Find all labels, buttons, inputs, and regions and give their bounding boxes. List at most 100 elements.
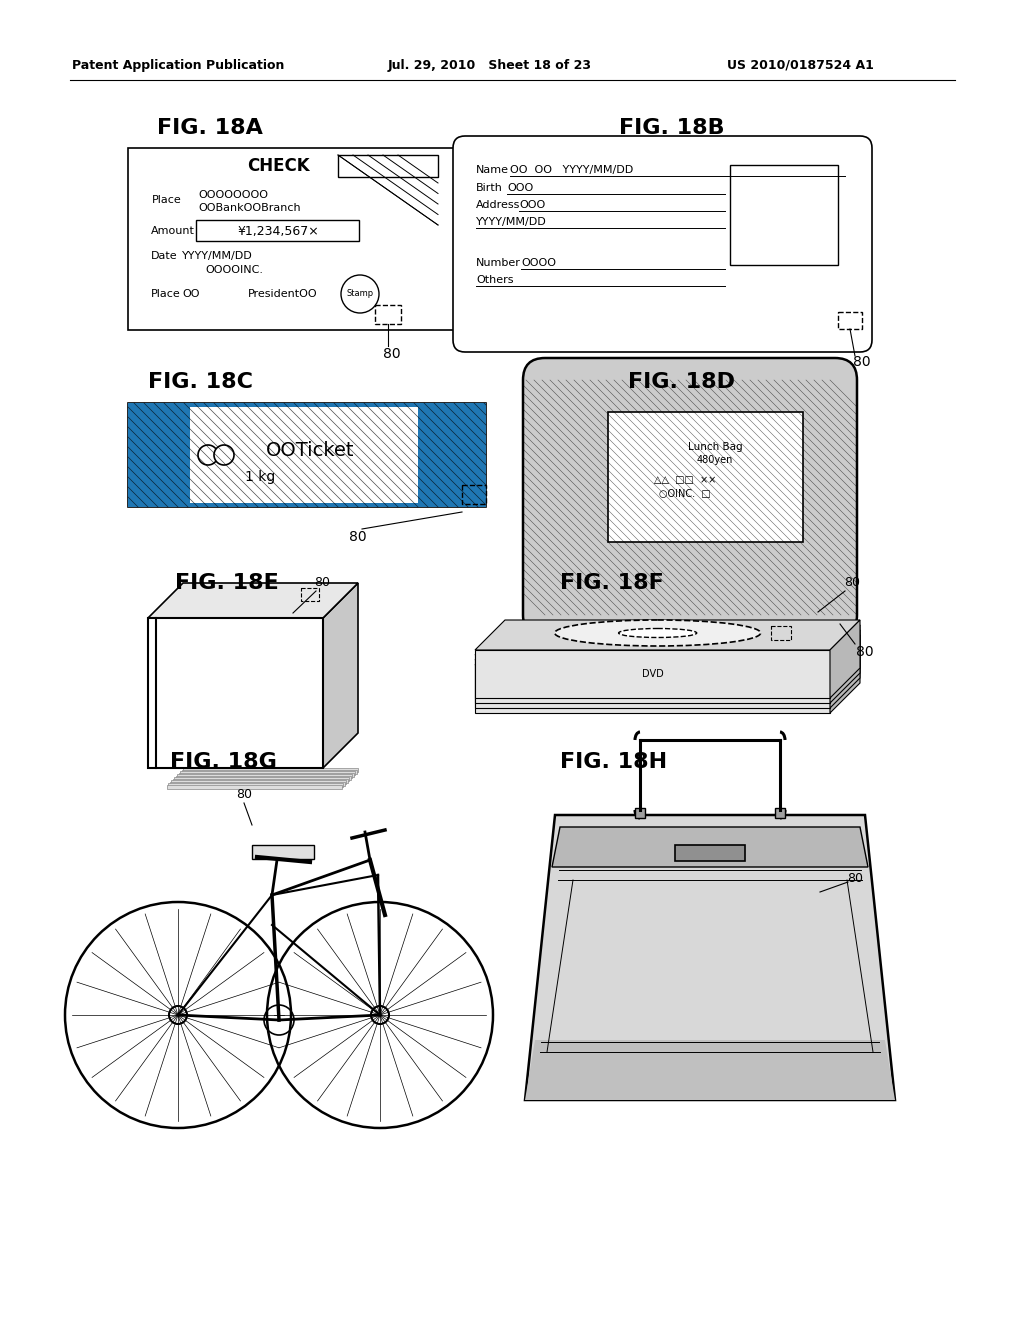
Circle shape [214,445,234,465]
Text: FIG. 18F: FIG. 18F [560,573,664,593]
Polygon shape [525,1040,895,1100]
Bar [771,626,792,640]
Bar [675,845,745,861]
Text: 80: 80 [856,645,873,659]
FancyBboxPatch shape [523,358,857,638]
Text: OO  OO   YYYY/MM/DD: OO OO YYYY/MM/DD [510,165,633,176]
Text: YYYY/MM/DD: YYYY/MM/DD [182,251,253,261]
Text: 80: 80 [853,355,870,370]
Text: Place: Place [151,289,181,300]
Polygon shape [525,814,895,1100]
Polygon shape [148,583,358,618]
Bar [177,774,352,777]
Polygon shape [552,828,868,867]
Bar [338,154,438,177]
Polygon shape [475,665,830,713]
Bar [375,305,401,323]
Text: ¥1,234,567×: ¥1,234,567× [238,224,318,238]
Bar [462,484,486,504]
Bar [168,783,343,787]
Bar [128,148,473,330]
Text: OOOOINC.: OOOOINC. [205,265,263,275]
Text: Address: Address [476,201,520,210]
Circle shape [169,1006,187,1024]
Text: OOO: OOO [519,201,545,210]
Polygon shape [475,635,860,665]
Bar [196,220,359,242]
Text: OO: OO [182,289,200,300]
Bar [838,312,862,329]
Text: Name: Name [476,165,509,176]
Circle shape [198,445,218,465]
Circle shape [371,1006,389,1024]
Text: △△  □□  ××: △△ □□ ×× [654,475,716,484]
Text: 80: 80 [236,788,252,801]
Bar [635,808,645,818]
Text: OOOOOOOO: OOOOOOOO [198,190,268,201]
Bar [775,808,785,818]
Bar [608,412,803,543]
Polygon shape [475,630,860,660]
Text: Jul. 29, 2010   Sheet 18 of 23: Jul. 29, 2010 Sheet 18 of 23 [388,58,592,71]
Bar [171,780,346,784]
Text: FIG. 18B: FIG. 18B [620,117,725,139]
FancyBboxPatch shape [453,136,872,352]
Polygon shape [830,620,860,698]
Ellipse shape [555,620,761,645]
Text: FIG. 18H: FIG. 18H [560,752,667,772]
Text: OOOO: OOOO [521,257,556,268]
Text: FIG. 18C: FIG. 18C [147,372,253,392]
Bar [172,779,347,783]
Text: 80: 80 [314,577,330,590]
Bar [180,771,355,775]
Bar [178,772,353,776]
Text: Amount: Amount [151,226,195,236]
Bar [167,784,341,788]
Text: Number: Number [476,257,521,268]
Bar [128,403,486,507]
Text: FIG. 18D: FIG. 18D [629,372,735,392]
Text: Stamp: Stamp [346,289,374,298]
Text: OOO: OOO [507,183,534,193]
Text: YYYY/MM/DD: YYYY/MM/DD [476,216,547,227]
Text: FIG. 18E: FIG. 18E [175,573,279,593]
Polygon shape [475,660,830,708]
Bar [170,781,344,785]
Text: 480yen: 480yen [696,455,733,465]
Bar [301,587,319,601]
Text: 80: 80 [844,577,860,590]
Bar [181,770,356,774]
Polygon shape [830,635,860,713]
Bar [190,407,418,503]
Bar [174,777,349,781]
Bar [730,165,838,265]
Text: ○OINC.  □: ○OINC. □ [659,488,711,499]
Polygon shape [830,624,860,704]
Bar [148,618,323,768]
Text: Place: Place [152,195,181,205]
Text: OOBankOOBranch: OOBankOOBranch [198,203,301,213]
Bar [252,845,314,859]
Text: Patent Application Publication: Patent Application Publication [72,58,285,71]
Bar [128,403,486,507]
Text: PresidentOO: PresidentOO [248,289,317,300]
Text: Birth: Birth [476,183,503,193]
Polygon shape [475,655,830,704]
Text: CHECK: CHECK [247,157,309,176]
Polygon shape [475,624,860,655]
Polygon shape [323,583,358,768]
Polygon shape [830,630,860,708]
Text: 80: 80 [847,871,863,884]
Bar [175,776,350,780]
Text: Others: Others [476,275,513,285]
Text: 80: 80 [383,347,400,360]
Bar [183,768,358,772]
Text: 80: 80 [349,531,367,544]
Text: FIG. 18G: FIG. 18G [170,752,276,772]
Ellipse shape [618,628,696,638]
Text: Date: Date [151,251,177,261]
Text: Lunch Bag: Lunch Bag [688,442,742,451]
Text: FIG. 18A: FIG. 18A [157,117,263,139]
Text: DVD: DVD [642,669,664,678]
Text: US 2010/0187524 A1: US 2010/0187524 A1 [727,58,873,71]
